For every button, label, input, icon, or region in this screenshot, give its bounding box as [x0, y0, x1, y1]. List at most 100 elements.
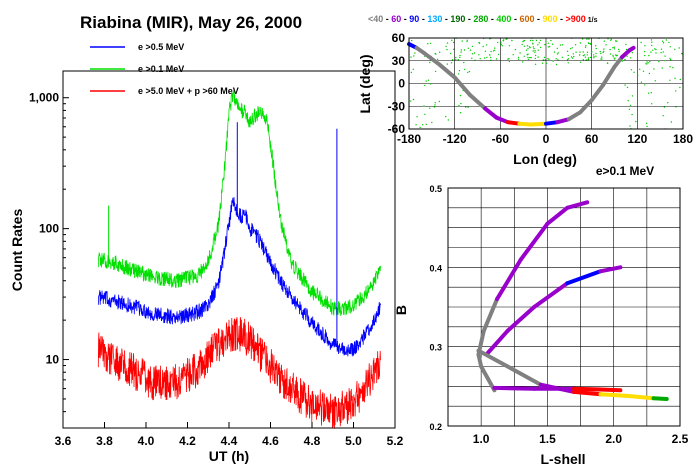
map-point — [649, 60, 651, 63]
map-point — [446, 48, 448, 51]
map-point — [545, 40, 547, 43]
map-point — [541, 62, 544, 64]
map-point — [534, 50, 536, 52]
map-point — [584, 56, 587, 58]
map-point — [544, 43, 546, 46]
b-l-x-tick-label: 1.5 — [539, 432, 556, 446]
map-point — [545, 62, 548, 64]
x-tick-label: 5.2 — [387, 434, 404, 448]
map-point — [522, 61, 524, 63]
map-point — [654, 48, 656, 50]
map-point — [411, 39, 413, 42]
map-point — [497, 53, 500, 56]
map-point — [593, 57, 595, 59]
map-y-tick-label: -30 — [388, 99, 406, 113]
map-point — [519, 52, 521, 54]
x-tick-label: 3.6 — [55, 434, 72, 448]
map-point — [655, 52, 657, 54]
map-x-tick-label: 60 — [585, 132, 599, 146]
map-point — [463, 49, 466, 51]
b-l-x-tick-label: 2.0 — [605, 432, 622, 446]
map-point — [413, 55, 415, 57]
map-point — [637, 74, 639, 77]
map-point — [633, 71, 635, 74]
map-point — [445, 115, 447, 118]
map-point — [625, 43, 627, 46]
color-scale-entry: 60 — [391, 14, 401, 24]
map-point — [527, 58, 530, 60]
legend-label: e >0.5 MeV — [138, 42, 184, 52]
map-point — [425, 80, 427, 82]
map-point — [503, 39, 505, 41]
map-point — [419, 126, 421, 129]
map-point — [483, 57, 486, 59]
map-point — [606, 62, 609, 64]
map-point — [652, 49, 654, 51]
energy-annotation: e>0.1 MeV — [596, 164, 654, 178]
map-point — [582, 51, 584, 53]
map-y-tick-label: 30 — [392, 54, 406, 68]
map-point — [517, 56, 520, 59]
color-scale-entry: 130 — [427, 14, 442, 24]
orbit-track-segment — [494, 115, 510, 125]
map-point — [582, 54, 585, 57]
map-point — [429, 107, 431, 110]
map-point — [501, 45, 503, 47]
map-point — [424, 84, 426, 87]
map-point — [590, 50, 593, 53]
map-point — [579, 51, 581, 53]
orbit-track-segment — [483, 106, 499, 120]
map-point — [587, 57, 590, 59]
color-scale-entry: <40 — [368, 14, 383, 24]
map-point — [646, 63, 648, 65]
map-point — [661, 67, 663, 69]
map-point — [672, 66, 674, 69]
map-y-tick-label: -60 — [388, 122, 406, 136]
map-point — [664, 60, 666, 62]
x-tick-label: 5.0 — [345, 434, 362, 448]
map-point — [424, 113, 426, 116]
map-point — [534, 51, 536, 53]
map-point — [566, 50, 569, 52]
map-point — [639, 68, 641, 71]
map-point — [643, 50, 646, 53]
b-l-y-tick-label: 0.2 — [429, 422, 442, 432]
map-point — [586, 51, 589, 53]
map-point — [537, 44, 539, 46]
map-point — [674, 77, 676, 80]
map-point — [489, 54, 491, 56]
map-point — [581, 38, 584, 40]
map-point — [446, 63, 448, 65]
map-point — [450, 62, 453, 64]
map-point — [530, 56, 532, 59]
map-point — [674, 48, 676, 51]
color-scale-entry: 90 — [409, 14, 419, 24]
map-point — [625, 48, 628, 51]
b-l-curve-segment — [479, 364, 490, 381]
map-point — [537, 56, 539, 58]
b-l-curve-segment — [571, 386, 603, 392]
map-point — [630, 69, 633, 71]
map-point — [556, 47, 558, 50]
map-point — [455, 58, 457, 61]
map-point — [532, 50, 534, 52]
b-l-curve-segment — [481, 297, 500, 333]
map-point — [644, 84, 646, 86]
map-point — [668, 41, 670, 44]
map-frame — [408, 37, 684, 130]
map-point — [645, 122, 648, 125]
map-point — [588, 38, 590, 40]
b-l-curve-segment — [476, 352, 484, 369]
map-point — [648, 54, 650, 57]
map-point — [508, 58, 510, 60]
color-scale-entry: 900 — [542, 14, 557, 24]
map-point — [618, 50, 620, 53]
map-point — [534, 54, 537, 57]
map-point — [527, 56, 529, 59]
map-point — [422, 124, 424, 126]
count-rate-x-ticks: 3.6 3.8 4.0 4.2 4.4 4.6 4.8 5.0 5.2 — [55, 422, 404, 448]
map-point — [423, 105, 425, 107]
map-point — [523, 45, 526, 47]
map-point — [593, 54, 595, 56]
map-point — [647, 92, 650, 94]
